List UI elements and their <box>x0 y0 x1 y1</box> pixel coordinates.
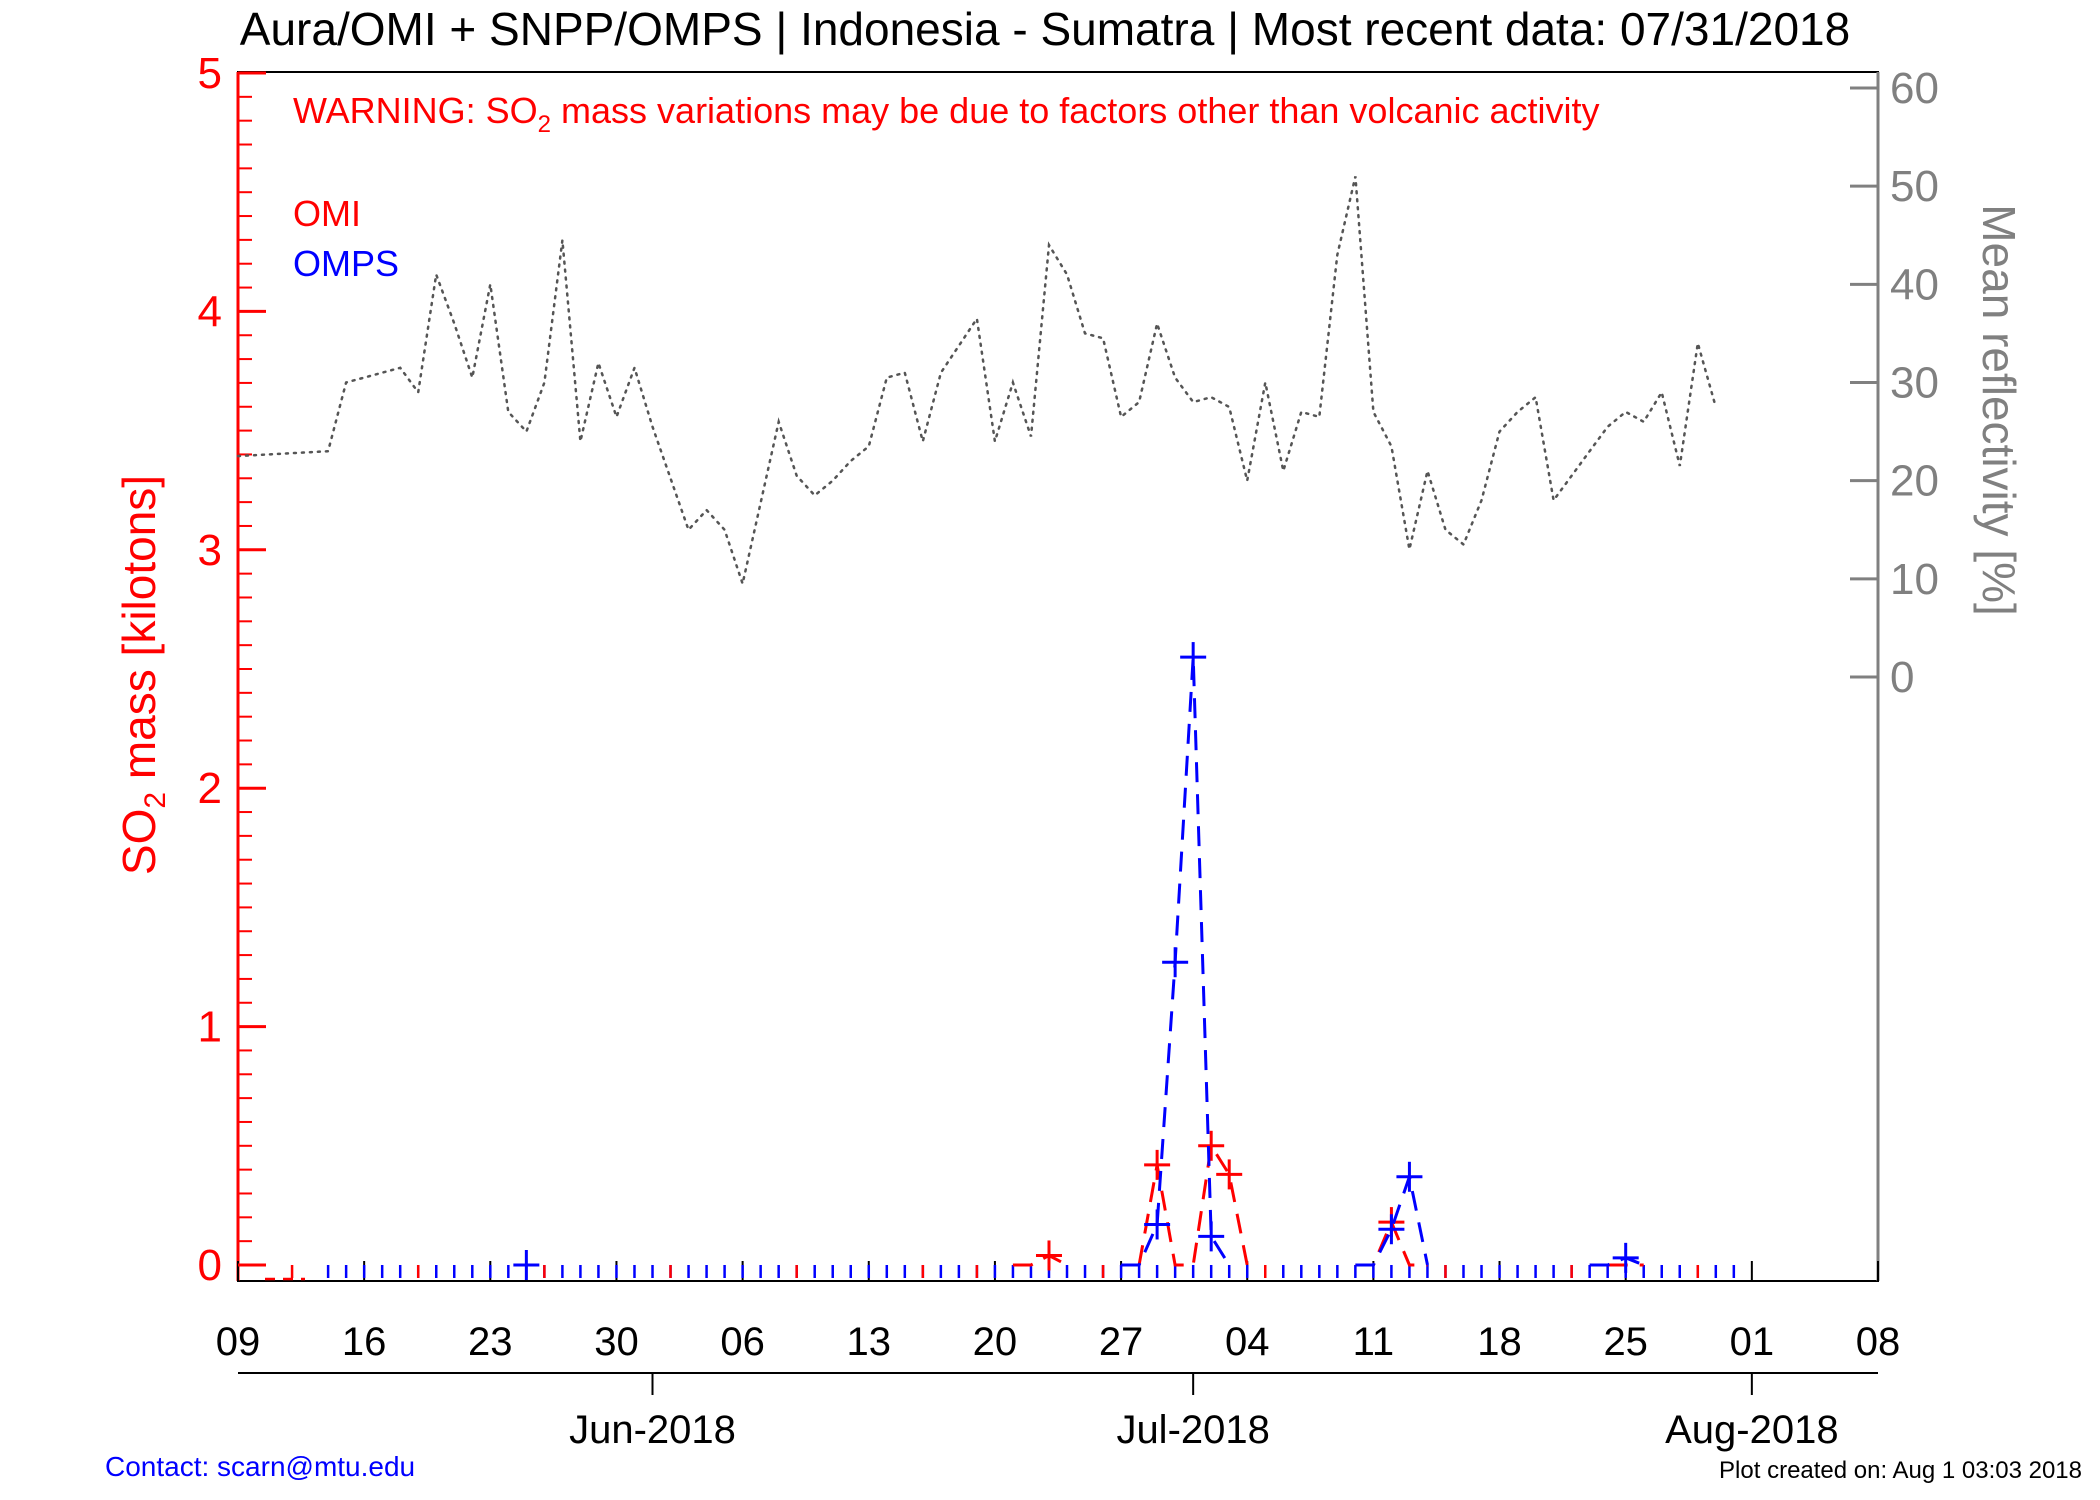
x-day-tick-label: 08 <box>1856 1320 1901 1364</box>
series-omps <box>513 642 1645 1280</box>
y-left-tick-label: 2 <box>198 764 222 813</box>
y-right-axis: 0 10 20 30 40 50 60 <box>1850 64 1939 702</box>
x-day-tick-label: 27 <box>1099 1320 1144 1364</box>
x-day-tick-label: 18 <box>1477 1320 1522 1364</box>
y-left-tick-label: 3 <box>198 526 222 575</box>
y-left-tick-label: 1 <box>198 1003 222 1052</box>
x-day-tick-label: 13 <box>847 1320 892 1364</box>
y-right-tick-label: 20 <box>1890 457 1939 506</box>
y-right-tick-label: 40 <box>1890 260 1939 309</box>
y-right-label: Mean reflectivity [%] <box>1973 204 2025 616</box>
y-left-label-subscript: 2 <box>139 792 172 809</box>
x-month-tick-label: Jul-2018 <box>1116 1408 1269 1452</box>
x-day-tick-label: 06 <box>720 1320 765 1364</box>
chart-title: Aura/OMI + SNPP/OMPS | Indonesia - Sumat… <box>240 3 1850 55</box>
x-day-tick-label: 04 <box>1225 1320 1270 1364</box>
x-day-tick-label: 30 <box>594 1320 639 1364</box>
y-right-tick-label: 10 <box>1890 555 1939 604</box>
x-day-tick-label: 09 <box>216 1320 261 1364</box>
warning-suffix: mass variations may be due to factors ot… <box>551 90 1599 131</box>
y-right-tick-label: 0 <box>1890 653 1914 702</box>
y-left-tick-label: 5 <box>198 49 222 98</box>
omi-line <box>1012 1253 1068 1267</box>
omps-line <box>1355 1171 1429 1267</box>
x-day-tick-label: 20 <box>973 1320 1018 1364</box>
y-left-label-suffix: mass [kilotons] <box>113 475 165 792</box>
x-day-tick-label: 11 <box>1353 1320 1395 1364</box>
x-month-axis: Jun-2018 Jul-2018 Aug-2018 <box>238 1372 1878 1452</box>
omps-line <box>1589 1256 1645 1267</box>
warning-prefix: WARNING: SO <box>293 90 538 131</box>
x-day-tick-label: 16 <box>342 1320 387 1364</box>
series-omi <box>1012 1130 1644 1271</box>
warning-subscript: 2 <box>538 111 551 138</box>
x-month-tick-label: Aug-2018 <box>1665 1408 1838 1452</box>
x-month-tick-label: Jun-2018 <box>569 1408 736 1452</box>
footer-contact: Contact: scarn@mtu.edu <box>105 1451 415 1482</box>
warning-text: WARNING: SO2 mass variations may be due … <box>293 90 1600 138</box>
x-day-axis: 09 16 23 30 06 13 20 27 04 11 18 25 01 08 <box>216 1261 1901 1364</box>
x-day-tick-label: 01 <box>1730 1320 1775 1364</box>
x-day-tick-label: 23 <box>468 1320 513 1364</box>
y-left-tick-label: 0 <box>198 1241 222 1290</box>
y-left-axis: 0 1 2 3 4 5 <box>198 49 266 1290</box>
legend-omi: OMI <box>293 193 361 234</box>
y-left-tick-label: 4 <box>198 287 222 336</box>
plot-frame <box>237 71 1879 1282</box>
zero-ticks <box>265 1265 1736 1281</box>
reflectivity-line <box>236 176 1718 589</box>
y-right-tick-label: 50 <box>1890 162 1939 211</box>
series-mean-reflectivity <box>236 176 1718 589</box>
y-right-tick-label: 60 <box>1890 64 1939 113</box>
footer-created: Plot created on: Aug 1 03:03 2018 <box>1719 1457 2082 1484</box>
legend-omps: OMPS <box>293 243 399 284</box>
x-day-tick-label: 25 <box>1603 1320 1648 1364</box>
y-left-label-prefix: SO <box>113 809 165 875</box>
y-left-label: SO2 mass [kilotons] <box>113 475 172 875</box>
y-right-tick-label: 30 <box>1890 359 1939 408</box>
